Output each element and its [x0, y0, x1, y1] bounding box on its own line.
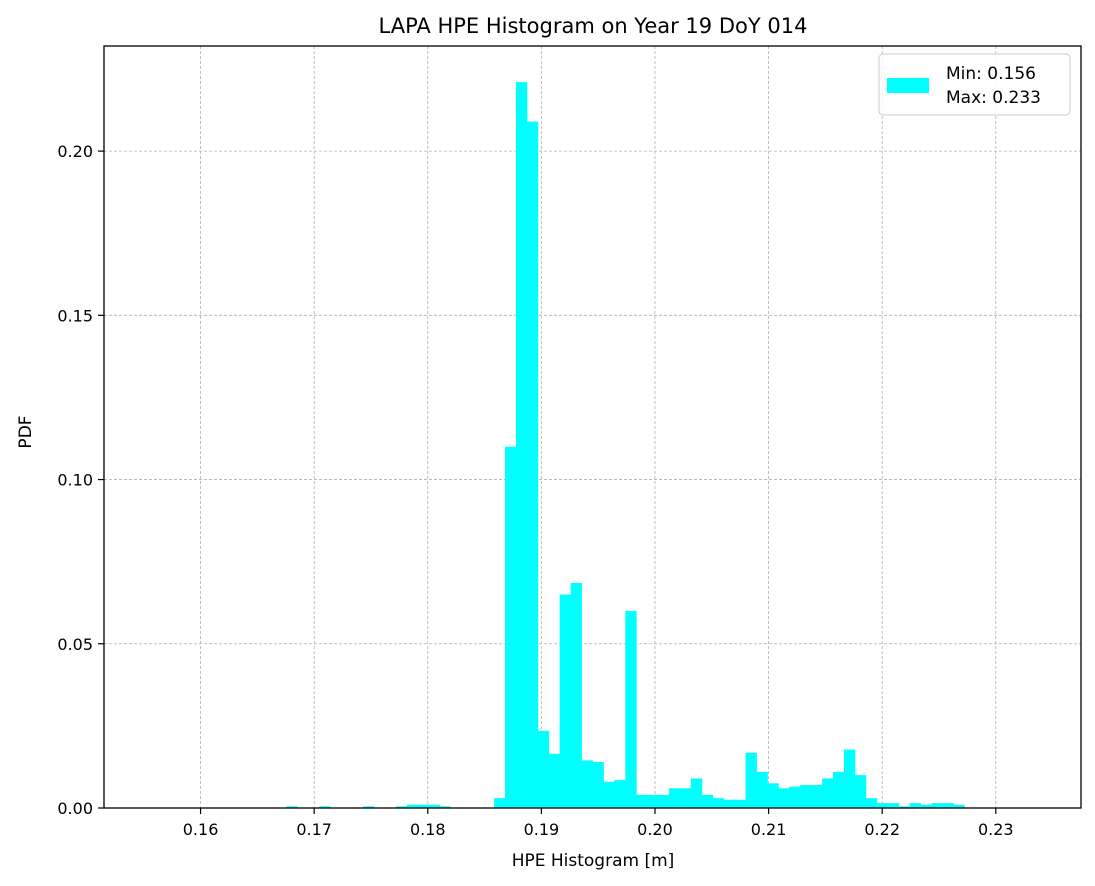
histogram-bar [417, 804, 429, 808]
histogram-bar [395, 806, 408, 808]
histogram-bar [428, 804, 440, 808]
histogram-bar [548, 753, 561, 808]
y-axis-label: PDF [16, 415, 36, 448]
x-tick-label: 0.16 [183, 820, 219, 839]
x-tick-label: 0.20 [637, 820, 673, 839]
histogram-bar [319, 806, 331, 808]
histogram-bar [843, 749, 856, 808]
y-tick-label: 0.15 [57, 306, 93, 325]
legend-line-max: Max: 0.233 [946, 88, 1041, 108]
x-axis-label: HPE Histogram [m] [512, 851, 675, 871]
plot-frame [103, 45, 1082, 809]
histogram-bar [494, 798, 506, 808]
axis-ticks: 0.16 0.17 0.18 0.19 0.20 0.21 0.22 0.23 0.00 0.05… [57, 142, 1013, 839]
x-tick-label: 0.18 [410, 820, 446, 839]
x-tick-label: 0.17 [296, 820, 332, 839]
histogram-bar [505, 446, 517, 808]
x-tick-label: 0.19 [524, 820, 560, 839]
y-tick-label: 0.00 [57, 799, 93, 818]
histogram-bar [515, 82, 528, 808]
histogram-bar [909, 803, 921, 808]
histogram-bar [898, 806, 910, 808]
histogram-bar [614, 780, 626, 808]
histogram-bar [822, 778, 834, 808]
histogram-bar [526, 121, 539, 809]
histogram-bar [592, 762, 604, 808]
x-tick-label: 0.22 [864, 820, 900, 839]
histogram-bar [362, 806, 375, 808]
legend-line-min: Min: 0.156 [946, 64, 1036, 84]
histogram-bar [865, 798, 878, 808]
histogram-bar [712, 798, 725, 808]
histogram-bar [800, 785, 812, 808]
histogram-bar [833, 771, 845, 808]
chart-title: LAPA HPE Histogram on Year 19 DoY 014 [379, 14, 808, 38]
histogram-bar [286, 806, 298, 808]
histogram-bar [942, 803, 954, 808]
histogram-bar [931, 803, 943, 808]
histogram-bar [789, 786, 801, 808]
histogram-bar [647, 794, 659, 808]
histogram-bar [658, 794, 670, 808]
legend-box [878, 53, 1071, 116]
histogram-bar [581, 760, 593, 808]
histogram-bar [570, 583, 582, 808]
x-tick-label: 0.23 [978, 820, 1014, 839]
histogram-bars [286, 82, 965, 809]
histogram-bar [876, 803, 889, 808]
histogram-bar [559, 594, 572, 808]
histogram-bar [953, 804, 965, 808]
histogram-bar [723, 799, 736, 808]
histogram-bar [439, 806, 451, 808]
histogram-bar [887, 803, 900, 808]
y-tick-label: 0.20 [57, 142, 93, 161]
histogram-bar [920, 804, 932, 808]
legend: Min: 0.156 Max: 0.233 [878, 53, 1071, 116]
histogram-bar [636, 794, 648, 808]
x-tick-label: 0.21 [751, 820, 787, 839]
histogram-bar [778, 788, 790, 808]
histogram-bar [745, 752, 757, 808]
histogram-bar [701, 794, 714, 808]
histogram-bar [603, 781, 615, 808]
histogram-bar [690, 778, 703, 808]
y-tick-label: 0.05 [57, 635, 93, 654]
histogram-bar [669, 788, 681, 808]
histogram-bar [767, 783, 779, 808]
histogram-bar [734, 799, 746, 808]
histogram-bar [679, 788, 692, 808]
histogram-bar [756, 771, 768, 808]
histogram-bar [537, 730, 550, 808]
legend-swatch [887, 78, 929, 93]
histogram-bar [406, 804, 418, 808]
y-tick-label: 0.10 [57, 471, 93, 490]
histogram-bar [811, 785, 823, 808]
histogram-bar [625, 610, 637, 808]
histogram-bar [854, 775, 867, 808]
